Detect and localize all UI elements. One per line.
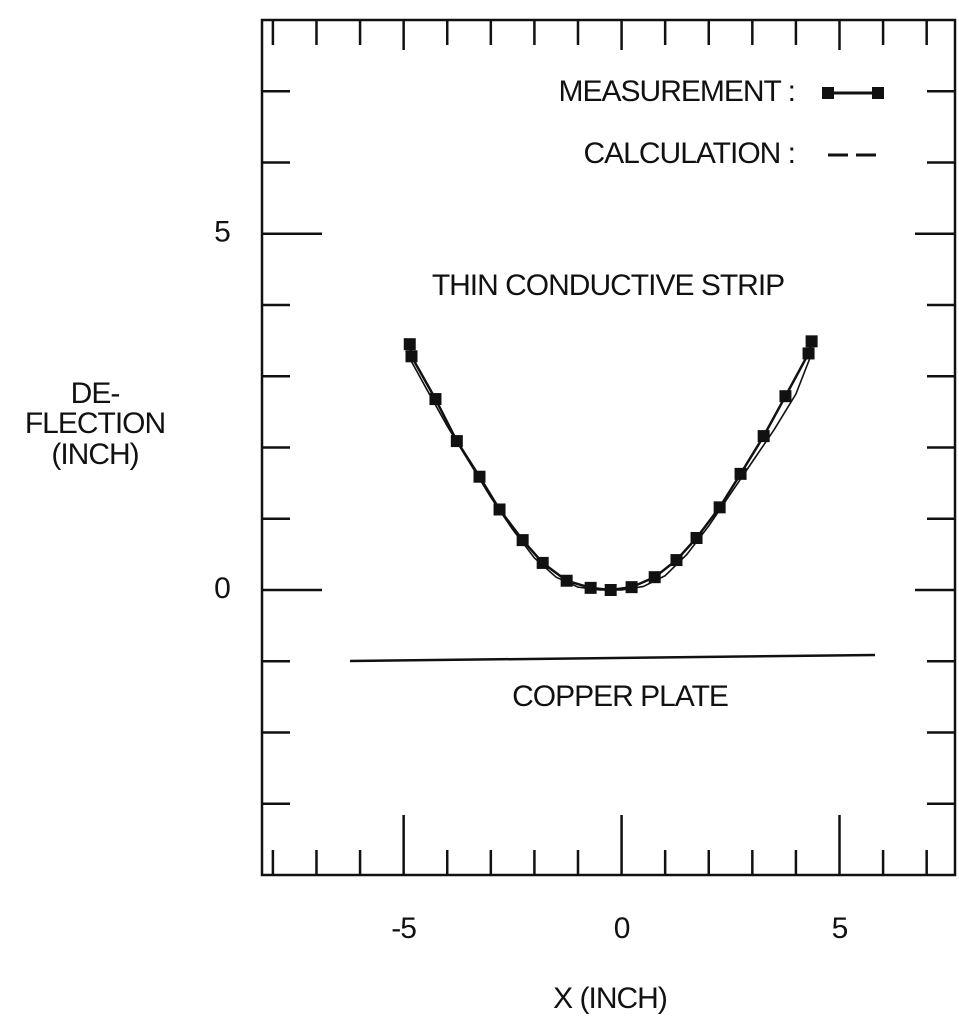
- y-tick-label: 0: [214, 572, 230, 605]
- series-line: [408, 341, 813, 592]
- y-axis-label: FLECTION: [25, 407, 165, 440]
- y-axis-label: DE-: [71, 377, 120, 410]
- marker: [734, 467, 747, 480]
- legend-label: MEASUREMENT :: [559, 75, 795, 108]
- annotation: THIN CONDUCTIVE STRIP: [432, 269, 784, 302]
- marker: [757, 430, 770, 443]
- marker: [779, 390, 792, 403]
- marker: [805, 335, 818, 348]
- marker: [670, 554, 683, 567]
- annotation: COPPER PLATE: [512, 680, 728, 713]
- marker: [405, 350, 418, 363]
- marker: [429, 393, 442, 406]
- series-line: [405, 350, 812, 591]
- x-tick-label: 5: [832, 912, 848, 945]
- marker: [713, 501, 726, 514]
- legend-marker: [822, 87, 834, 99]
- marker: [584, 581, 597, 594]
- marker: [403, 338, 416, 351]
- marker: [625, 581, 638, 594]
- marker: [516, 534, 529, 547]
- copper-plate: [349, 653, 876, 663]
- x-axis-label: X (INCH): [553, 982, 667, 1015]
- y-tick-label: 5: [214, 216, 230, 249]
- x-tick-label: 0: [614, 912, 630, 945]
- x-tick-label: -5: [391, 912, 416, 945]
- legend-label: CALCULATION :: [584, 137, 796, 170]
- marker: [802, 347, 815, 360]
- y-axis-label: (INCH): [51, 438, 138, 471]
- marker: [536, 556, 549, 569]
- legend-marker: [872, 87, 884, 99]
- marker: [690, 531, 703, 544]
